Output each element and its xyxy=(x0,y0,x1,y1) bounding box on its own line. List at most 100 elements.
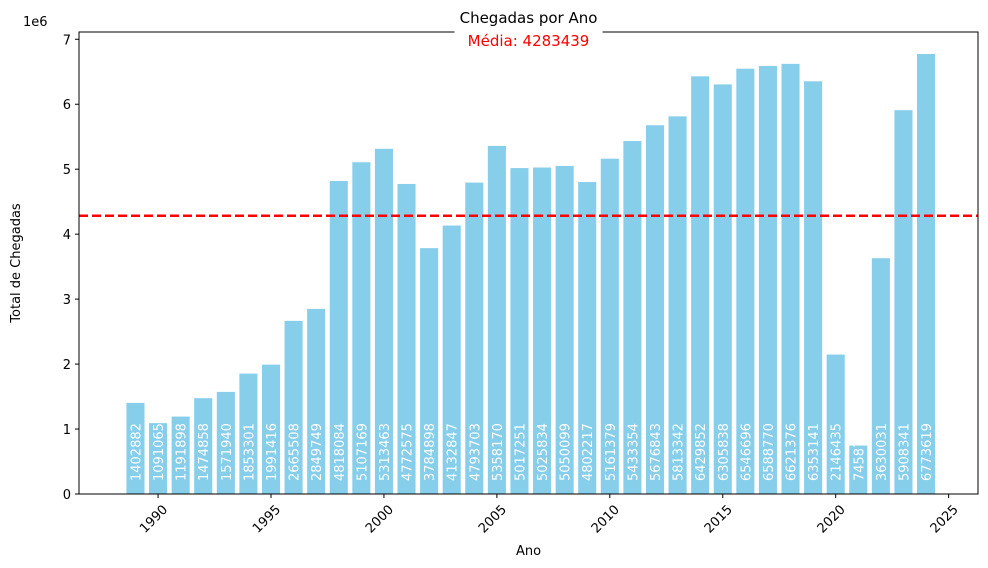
y-tick-label: 3 xyxy=(63,293,71,308)
y-tick-label: 4 xyxy=(63,228,71,243)
x-tick-label: 1995 xyxy=(250,502,284,536)
bar-value-label: 4802217 xyxy=(581,423,596,481)
bar-value-label: 4793703 xyxy=(468,423,483,481)
bar-value-label: 6353141 xyxy=(807,423,822,481)
bar xyxy=(352,162,371,495)
chart-title: Chegadas por Ano xyxy=(460,9,598,27)
bar-value-label: 2665508 xyxy=(288,423,303,481)
x-tick-label: 1990 xyxy=(137,502,171,536)
bar xyxy=(623,141,642,495)
bar-value-label: 6621376 xyxy=(785,423,800,481)
bar xyxy=(804,81,823,495)
x-axis-ticks: 1990 1995 2000 2005 2010 2015 2020 2025 xyxy=(137,494,962,536)
bar xyxy=(645,125,665,494)
bar xyxy=(374,148,393,494)
bar-value-label: 1474858 xyxy=(197,423,212,481)
title-background xyxy=(454,29,603,51)
bar-value-label: 2849749 xyxy=(310,423,325,481)
bar xyxy=(465,182,484,494)
bar-value-label: 4772575 xyxy=(401,423,416,481)
bar xyxy=(126,402,145,494)
bar-value-label: 6305838 xyxy=(717,423,732,481)
x-axis-title: Ano xyxy=(516,544,541,559)
bar-value-label: 5813342 xyxy=(672,423,687,481)
y-tick-label: 5 xyxy=(63,163,71,178)
bar xyxy=(758,65,777,495)
bar-value-label: 5050099 xyxy=(559,423,574,481)
bar-value-label: 1191898 xyxy=(175,423,190,481)
y-tick-label: 6 xyxy=(63,98,71,113)
y-tick-label: 7 xyxy=(63,33,71,48)
bar xyxy=(826,354,845,494)
bar xyxy=(261,364,281,494)
bar xyxy=(555,165,574,494)
y-axis-title: Total de Chegadas xyxy=(9,203,24,324)
mean-label: Média: 4283439 xyxy=(468,32,590,50)
bar xyxy=(216,391,235,494)
bar-value-label: 4818084 xyxy=(333,423,348,481)
bar-value-label: 6588770 xyxy=(762,423,777,481)
bar-value-label: 5017251 xyxy=(513,423,528,481)
bar xyxy=(487,145,506,494)
bar-value-label: 5433354 xyxy=(626,423,641,481)
x-tick-label: 2000 xyxy=(363,502,397,536)
bar-value-label: 6546696 xyxy=(739,423,754,481)
bar xyxy=(442,225,461,494)
bar-value-label: 1571940 xyxy=(220,423,235,481)
bar-value-label: 5025834 xyxy=(536,423,551,481)
bar xyxy=(578,182,597,495)
bar xyxy=(533,167,552,494)
bar-value-label: 4132847 xyxy=(446,423,461,481)
x-tick-label: 2005 xyxy=(476,502,510,536)
bar xyxy=(171,416,190,494)
bar-value-label: 5313463 xyxy=(378,423,393,481)
bar xyxy=(691,76,710,494)
y-tick-label: 0 xyxy=(63,488,71,503)
y-tick-label: 1 xyxy=(63,423,71,438)
bar xyxy=(329,181,348,494)
bar xyxy=(397,183,416,494)
bar-value-label: 5107169 xyxy=(355,423,370,481)
bar-value-label: 5908341 xyxy=(897,423,912,481)
bar xyxy=(713,84,732,495)
bar xyxy=(849,445,868,494)
bar xyxy=(917,53,936,494)
bar xyxy=(239,373,258,494)
bar xyxy=(781,63,800,495)
x-tick-label: 2010 xyxy=(589,502,623,536)
y-axis-ticks: 0 1 2 3 4 5 6 7 xyxy=(63,33,79,503)
bar xyxy=(420,248,439,494)
bar xyxy=(194,398,213,494)
bar xyxy=(284,320,303,494)
bar-value-label: 1991416 xyxy=(265,423,280,481)
bar-value-label: 1402882 xyxy=(129,423,144,481)
bar-value-label: 5358170 xyxy=(491,423,506,481)
y-tick-label: 2 xyxy=(63,358,71,373)
bars-layer xyxy=(126,53,936,495)
bar xyxy=(871,258,890,494)
bar xyxy=(668,116,687,495)
bar-value-label: 745871 xyxy=(852,431,867,481)
bar-value-label: 5161379 xyxy=(604,423,619,481)
bar-value-label: 1853301 xyxy=(242,423,257,481)
bar xyxy=(307,308,326,494)
bar xyxy=(894,110,913,494)
bar-value-label: 3784898 xyxy=(423,423,438,481)
bar xyxy=(736,68,755,494)
bar-value-label: 1091065 xyxy=(152,423,167,481)
x-tick-label: 2015 xyxy=(702,502,736,536)
bar-value-label: 5676843 xyxy=(649,423,664,481)
y-axis-scale-label: 1e6 xyxy=(23,15,48,30)
bar xyxy=(149,423,168,494)
x-tick-label: 2020 xyxy=(815,502,849,536)
bar-value-label: 2146435 xyxy=(830,423,845,481)
bar-value-label: 6429852 xyxy=(694,423,709,481)
bar xyxy=(510,168,529,494)
bar-value-label: 6773619 xyxy=(920,423,935,481)
bar-value-label: 3630031 xyxy=(875,423,890,481)
x-tick-label: 2025 xyxy=(928,502,962,536)
bar xyxy=(600,158,619,494)
bar-labels-layer: 1402882 1091065 1191898 1474858 1571940 18533… xyxy=(129,423,935,481)
